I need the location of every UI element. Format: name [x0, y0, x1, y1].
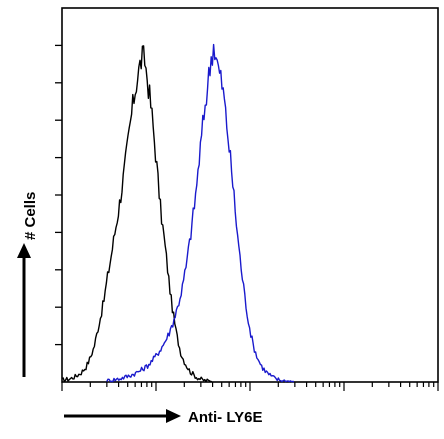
x-axis-label: Anti- LY6E [188, 409, 262, 426]
histogram-series [61, 43, 295, 383]
plot-frame [61, 7, 439, 383]
histogram-series-1 [61, 45, 212, 383]
histogram-series-2 [106, 43, 295, 383]
x-axis-arrow [64, 409, 181, 423]
x-axis-ticks [61, 382, 439, 391]
y-axis-label: # Cells [22, 192, 39, 240]
y-axis-arrow [17, 243, 31, 377]
y-axis-ticks [55, 44, 62, 346]
